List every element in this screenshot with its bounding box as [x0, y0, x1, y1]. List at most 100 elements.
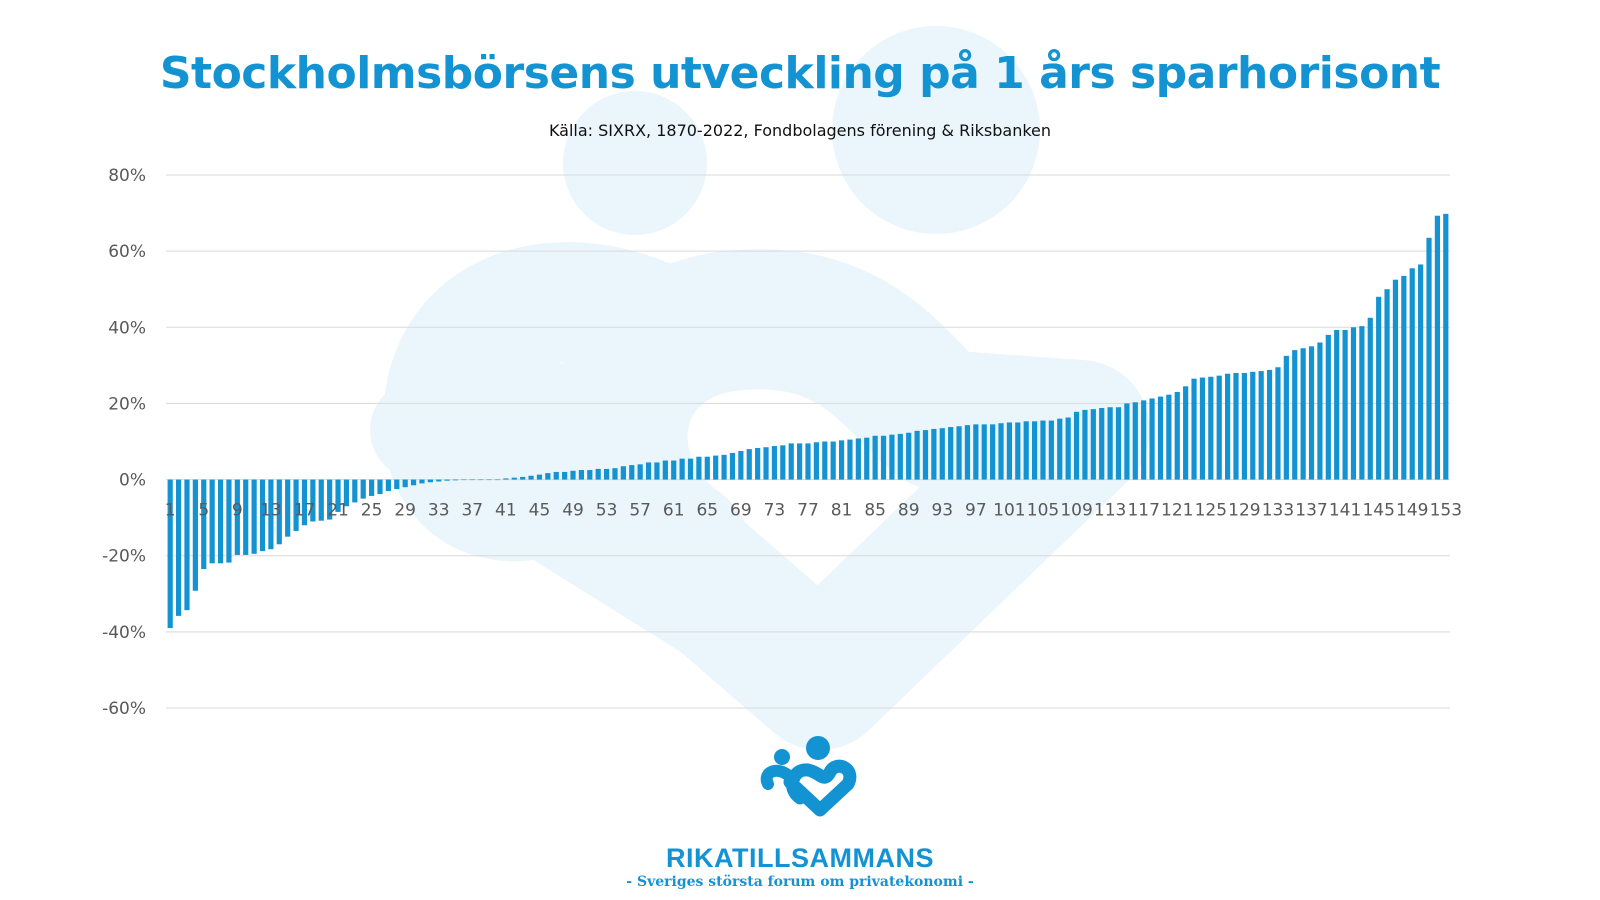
bar: [721, 454, 727, 480]
bar: [587, 470, 593, 480]
x-tick-label: 1: [165, 501, 176, 521]
x-tick-label: 121: [1161, 501, 1193, 521]
x-tick-label: 141: [1329, 501, 1361, 521]
x-tick-label: 33: [428, 501, 450, 521]
bar: [1325, 334, 1331, 480]
chart-title: Stockholmsbörsens utveckling på 1 års sp…: [159, 48, 1441, 99]
bar: [1233, 372, 1239, 480]
y-tick-label: 40%: [108, 318, 146, 338]
bar: [570, 470, 576, 480]
x-tick-label: 61: [663, 501, 685, 521]
bar: [956, 426, 962, 480]
bar: [301, 479, 308, 526]
bar: [360, 479, 366, 499]
bar: [201, 479, 207, 570]
x-tick-label: 93: [931, 501, 953, 521]
bar: [838, 440, 845, 480]
bar: [1208, 376, 1214, 480]
bar: [461, 479, 467, 481]
y-axis-tick-labels: 80% 60% 40% 20% 0% -20% -40% -60%: [102, 166, 146, 719]
bar: [1023, 421, 1029, 480]
bar: [603, 468, 610, 480]
bar: [1367, 317, 1373, 480]
bar: [1342, 329, 1348, 480]
bar: [444, 479, 450, 481]
bar: [1115, 407, 1122, 480]
bar: [1426, 237, 1432, 480]
x-tick-label: 105: [1027, 501, 1059, 521]
bar: [285, 479, 291, 537]
bar: [1308, 346, 1315, 480]
bar: [729, 452, 736, 480]
bar: [1090, 409, 1096, 480]
y-tick-label: -20%: [102, 547, 146, 567]
x-tick-label: 153: [1430, 501, 1462, 521]
bar: [1132, 402, 1138, 480]
bar: [880, 435, 887, 480]
bar: [847, 439, 853, 480]
x-axis-tick-labels: 1 5 9 13 17 21 25 29 33 37 41 45 49 53 57 61 65 69 73 77 81 8…: [165, 501, 1462, 521]
bar: [410, 479, 417, 486]
bar: [318, 479, 324, 521]
bar: [251, 479, 257, 554]
bar: [1099, 408, 1105, 480]
bar: [377, 479, 383, 495]
bar: [536, 474, 543, 480]
x-tick-label: 21: [327, 501, 349, 521]
bar: [1124, 403, 1130, 480]
bar: [1225, 373, 1231, 480]
bar: [704, 456, 710, 480]
bar: [553, 471, 559, 480]
bar: [906, 432, 912, 480]
bar: [293, 479, 299, 531]
x-tick-label: 85: [864, 501, 886, 521]
bar: [645, 462, 652, 480]
bar: [1174, 392, 1180, 480]
bar: [1250, 371, 1256, 480]
bar: [209, 479, 215, 564]
y-tick-label: 20%: [108, 394, 146, 414]
bar: [578, 470, 585, 480]
bar: [1166, 394, 1172, 480]
bar: [738, 451, 744, 480]
people-heart-icon: [760, 736, 857, 817]
bar: [167, 479, 173, 629]
bar: [1359, 326, 1365, 480]
bar: [217, 479, 224, 564]
bar: [226, 479, 232, 563]
bar: [478, 479, 484, 481]
bar: [897, 433, 903, 480]
bar: [427, 479, 433, 483]
bar: [335, 479, 341, 512]
x-tick-label: 53: [596, 501, 618, 521]
x-tick-label: 37: [461, 501, 483, 521]
bar: [1082, 409, 1088, 480]
x-tick-label: 113: [1094, 501, 1126, 521]
bar: [696, 456, 702, 480]
y-tick-label: 80%: [108, 166, 146, 186]
bar: [805, 443, 811, 480]
bar: [503, 478, 509, 480]
bar: [964, 425, 971, 480]
bar: [1317, 342, 1323, 480]
x-tick-label: 45: [529, 501, 551, 521]
x-tick-label: 117: [1127, 501, 1159, 521]
bar: [436, 479, 442, 482]
bar: [914, 430, 920, 480]
x-tick-label: 41: [495, 501, 517, 521]
bar: [562, 471, 568, 480]
bar: [1283, 355, 1289, 480]
x-tick-label: 125: [1195, 501, 1227, 521]
x-tick-label: 13: [260, 501, 282, 521]
bar: [184, 479, 190, 611]
bar: [679, 458, 685, 480]
brand-name: RIKATILLSAMMANS: [666, 843, 934, 873]
bar: [771, 446, 778, 480]
bar: [192, 479, 198, 591]
bar: [1376, 296, 1382, 480]
bar: [931, 428, 937, 480]
bar: [612, 468, 618, 480]
bar: [755, 447, 761, 480]
bar: [1418, 264, 1424, 480]
bar: [310, 479, 316, 522]
